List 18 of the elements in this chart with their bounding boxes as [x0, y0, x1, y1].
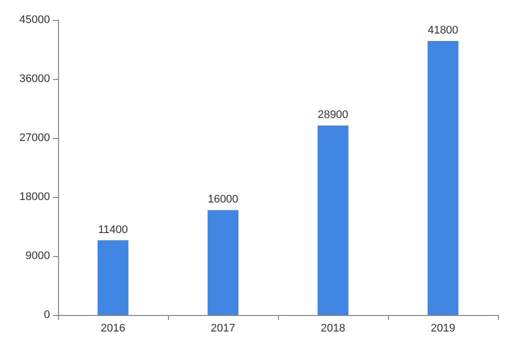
- data-label: 11400: [98, 224, 128, 236]
- data-label: 41800: [428, 24, 458, 36]
- y-tick-label: 27000: [19, 132, 50, 144]
- y-tick-label: 45000: [19, 14, 50, 26]
- x-tick-label: 2019: [430, 322, 456, 334]
- y-tick-label: 36000: [19, 73, 50, 85]
- y-tick-label: 18000: [19, 191, 50, 203]
- bar: [98, 240, 128, 315]
- data-label: 28900: [318, 109, 348, 122]
- x-tick-label: 2018: [320, 322, 346, 334]
- y-tick-label: 9000: [26, 250, 50, 262]
- bar: [428, 40, 458, 315]
- bar: [318, 126, 348, 315]
- x-tick-label: 2017: [210, 322, 236, 334]
- bar: [208, 210, 238, 315]
- data-label: 16000: [208, 194, 238, 206]
- y-tick-label: 0: [44, 309, 50, 321]
- x-tick-label: 2016: [100, 322, 126, 334]
